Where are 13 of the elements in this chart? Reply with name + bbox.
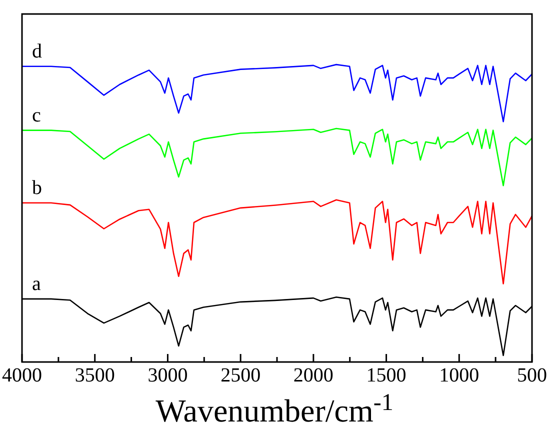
x-tick-label: 1000 [439, 364, 480, 386]
series-label: a [32, 273, 41, 296]
x-tick-label: 2000 [293, 364, 334, 386]
x-tick-label: 3500 [74, 364, 115, 386]
x-axis-title: Wavenumber/cm$^{-1}$ [154, 390, 394, 430]
x-tick-label: 3000 [148, 364, 188, 386]
series-label: c [32, 104, 41, 127]
x-tick-label: 4000 [2, 364, 42, 386]
x-tick-label: 1500 [366, 364, 406, 386]
series-label: b [32, 177, 42, 200]
x-tick-label: 2500 [220, 364, 261, 386]
x-tick-label: 500 [517, 364, 547, 386]
series-label: d [32, 40, 42, 63]
